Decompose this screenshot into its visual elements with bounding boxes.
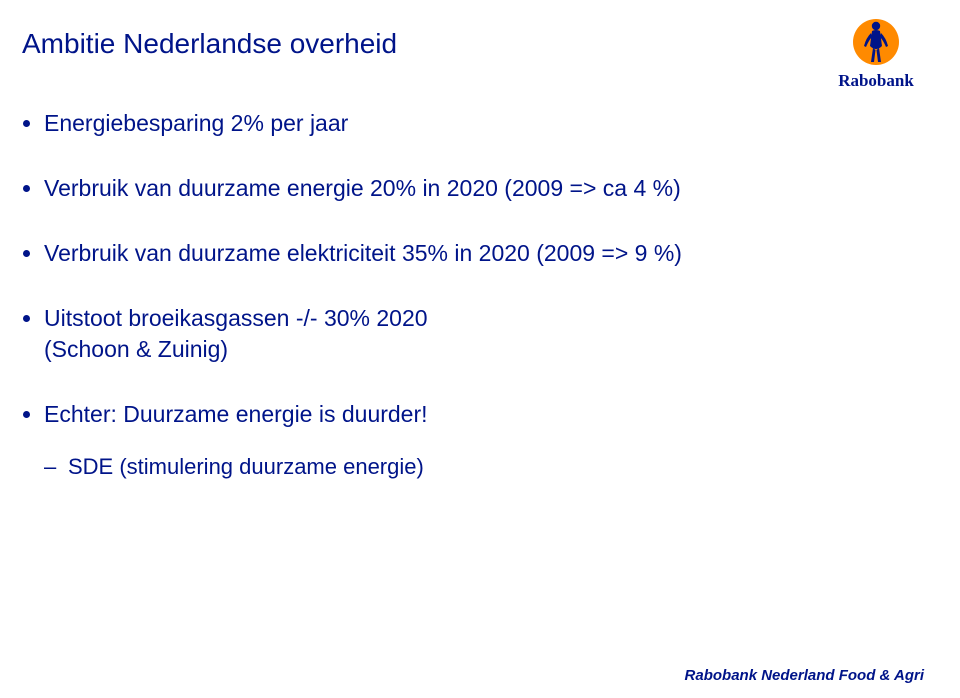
rabobank-logo: Rabobank	[816, 16, 936, 96]
bullet-4: Uitstoot broeikasgassen -/- 30% 2020 (Sc…	[44, 303, 722, 365]
logo-text: Rabobank	[838, 71, 914, 90]
bullet-3: Verbruik van duurzame elektriciteit 35% …	[44, 238, 722, 269]
slide-title: Ambitie Nederlandse overheid	[22, 28, 397, 60]
bullet-4-line2: (Schoon & Zuinig)	[44, 336, 228, 362]
bullet-5: Echter: Duurzame energie is duurder!	[44, 399, 722, 430]
bullet-2: Verbruik van duurzame energie 20% in 202…	[44, 173, 722, 204]
content-area: Energiebesparing 2% per jaar Verbruik va…	[22, 108, 722, 516]
bullet-6-sub: SDE (stimulering duurzame energie)	[68, 452, 722, 482]
bullet-4-line1: Uitstoot broeikasgassen -/- 30% 2020	[44, 305, 428, 331]
bullet-1: Energiebesparing 2% per jaar	[44, 108, 722, 139]
slide: Ambitie Nederlandse overheid Rabobank En…	[0, 0, 960, 698]
footer-text: Rabobank Nederland Food & Agri	[685, 667, 924, 684]
